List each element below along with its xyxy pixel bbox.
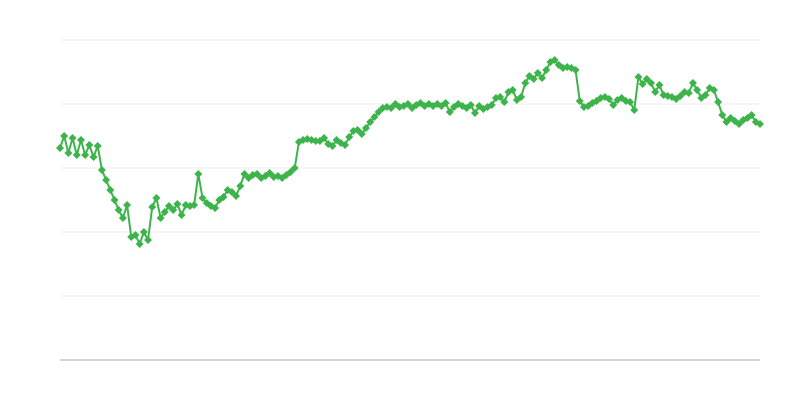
data-point [684,89,693,97]
data-point [118,214,127,222]
data-point [320,134,329,142]
data-point [152,194,161,202]
data-point [97,166,106,174]
data-point [85,141,94,149]
data-point [240,170,249,178]
data-point [114,206,123,214]
data-point [76,136,85,144]
data-point [651,88,660,96]
data-point [169,206,178,214]
data-point [68,134,77,142]
data-line [59,58,761,247]
data-point [89,153,98,161]
data-point [500,98,509,106]
data-point [135,240,144,248]
data-point [60,132,69,140]
data-point [290,164,299,172]
data-point [144,236,153,244]
data-point [638,80,647,88]
data-point [110,196,119,204]
data-point [718,111,727,119]
data-point [341,141,350,149]
data-point [345,133,354,141]
data-point [533,69,542,77]
data-point [542,66,551,74]
data-point [747,111,756,119]
data-point [575,97,584,105]
data-point [227,188,236,196]
data-point [609,101,618,109]
data-point [756,120,764,128]
data-point [286,168,295,176]
data-point [529,75,538,83]
data-point [445,108,454,116]
data-point [647,79,656,87]
data-point [693,86,702,94]
data-point [655,81,664,89]
data-point [64,149,73,157]
data-point [735,120,744,128]
data-point [714,98,723,106]
data-point [357,130,366,138]
data-point [517,93,526,101]
data-point [550,56,559,64]
data-point [571,66,580,74]
data-point [265,169,274,177]
data-point [253,170,262,178]
data-point [370,113,379,121]
data-point [374,108,383,116]
data-point [487,101,496,109]
data-point [93,142,102,150]
data-point [219,193,228,201]
data-point [353,126,362,134]
data-point [102,176,111,184]
data-point [470,109,479,117]
data-point [441,99,450,107]
data-point [709,86,718,94]
data-point [139,228,148,236]
data-point [236,182,245,190]
data-point [173,200,182,208]
data-point [81,151,90,159]
data-point [508,86,517,94]
data-point [211,204,220,212]
data-point [177,211,186,219]
data-point [626,98,635,106]
data-point [148,203,157,211]
data-point [232,192,241,200]
data-point [156,214,165,222]
data-point [328,142,337,150]
data-point [538,74,547,82]
data-point [198,194,207,202]
data-point [722,118,731,126]
data-point [688,79,697,87]
data-point [496,93,505,101]
data-point [605,95,614,103]
data-point [72,151,81,159]
data-point [311,137,320,145]
data-point [194,170,203,178]
data-point [361,124,370,132]
data-point [521,79,530,87]
data-point [634,73,643,81]
data-point [160,208,169,216]
data-point [123,201,132,209]
data-point [630,106,639,114]
data-point [642,75,651,83]
data-point [190,201,199,209]
data-point [403,100,412,108]
data-point [466,101,475,109]
data-point [676,92,685,100]
data-point [164,202,173,210]
data-point [56,144,64,152]
data-point [131,231,140,239]
data-point [701,91,710,99]
data-point [387,104,396,112]
data-point [106,186,115,194]
data-point [366,118,375,126]
